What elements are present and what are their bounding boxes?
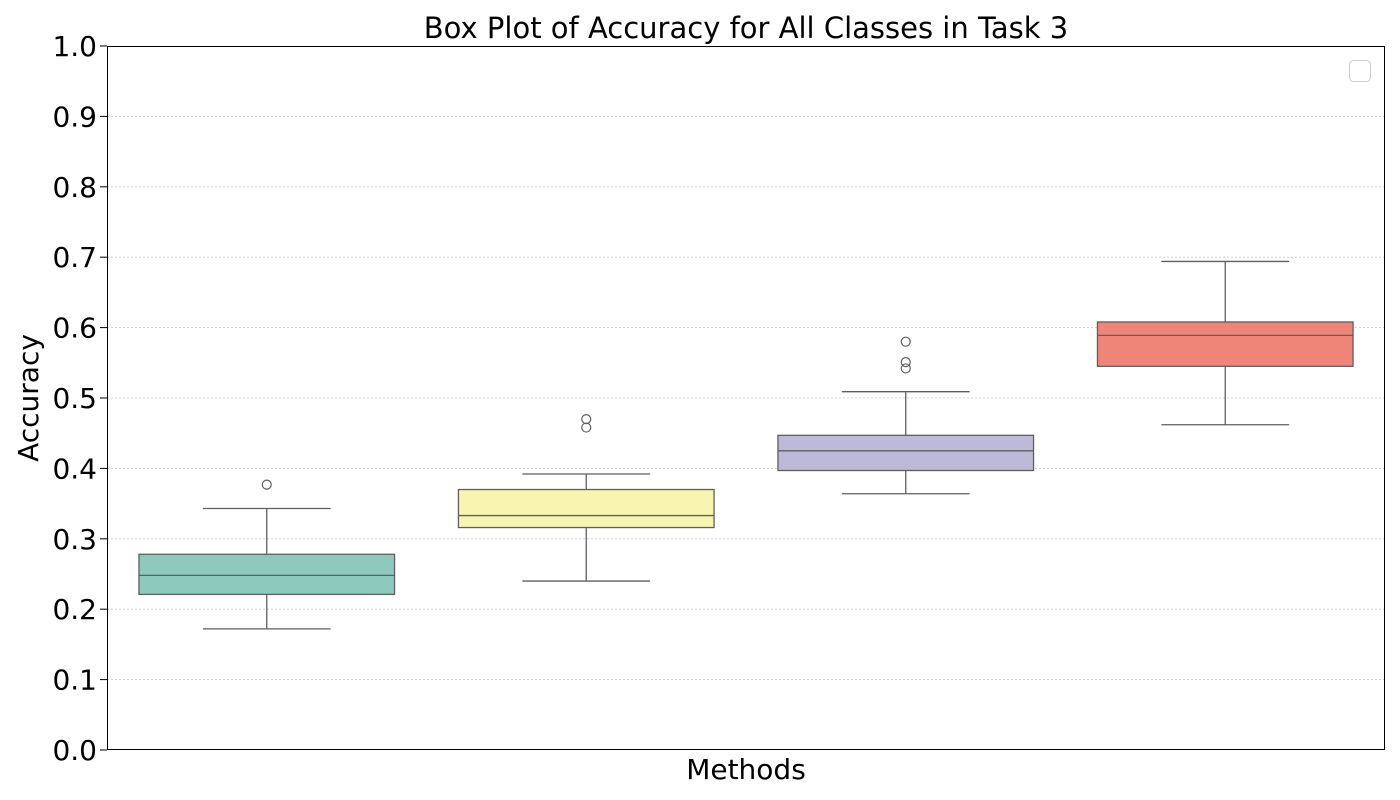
y-axis-label: Accuracy [12, 334, 45, 462]
grid-lines [107, 116, 1385, 680]
chart-title: Box Plot of Accuracy for All Classes in … [424, 11, 1068, 45]
y-tick-label: 0.2 [52, 593, 97, 626]
iqr-box [457, 488, 715, 529]
y-tick-label: 0.0 [52, 734, 97, 767]
y-tick-label: 0.8 [52, 171, 97, 204]
y-tick-label: 1.0 [52, 30, 97, 63]
y-axis-ticks: 0.0 0.1 0.2 0.3 0.4 0.5 0.6 0.7 0.8 0.9 1.0 [52, 30, 107, 767]
y-tick-label: 0.6 [52, 312, 97, 345]
plot-frame [107, 46, 1385, 750]
box-2 [457, 414, 715, 582]
iqr-box [777, 434, 1035, 472]
boxes [138, 260, 1354, 630]
legend-box [1349, 60, 1371, 82]
y-tick-label: 0.7 [52, 241, 97, 274]
y-tick-label: 0.1 [52, 664, 97, 697]
y-tick-label: 0.5 [52, 382, 97, 415]
y-tick-label: 0.4 [52, 452, 97, 485]
outlier-point [900, 336, 911, 347]
iqr-box [1096, 321, 1354, 367]
box-1 [138, 479, 396, 630]
outlier-point [581, 414, 592, 425]
y-tick-label: 0.9 [52, 100, 97, 133]
y-tick-label: 0.3 [52, 523, 97, 556]
outlier-point [900, 356, 911, 368]
iqr-box [138, 553, 396, 596]
x-axis-label: Methods [686, 753, 806, 786]
outlier-point [581, 422, 592, 433]
outlier-point [261, 479, 272, 490]
box-4 [1096, 260, 1354, 426]
outlier-point [900, 363, 911, 374]
box-3 [777, 336, 1035, 495]
